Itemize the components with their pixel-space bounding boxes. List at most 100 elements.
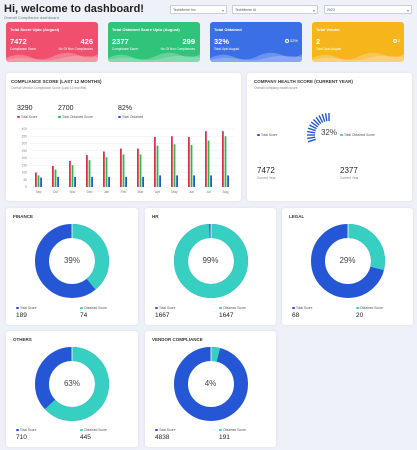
x-tick-label: May <box>171 190 178 194</box>
x-tick-label: Mar <box>138 190 145 194</box>
kpi-secondary-value: 426 <box>80 37 93 46</box>
bar-total-score <box>171 136 173 187</box>
legend-dot <box>17 115 20 119</box>
donut-obtained-value: 445 <box>80 434 91 441</box>
year-select[interactable]: 2023 ▾ <box>324 5 412 14</box>
health-total-sub: Current Year <box>257 176 276 180</box>
kpi-ring-indicator: 32% <box>284 38 298 43</box>
health-legend-total: Total Score <box>257 133 278 137</box>
bar-total-score <box>222 131 224 187</box>
y-tick-label: 200 <box>22 156 28 160</box>
bar-total-obtained-score <box>122 154 125 187</box>
gauge-tick-empty <box>330 113 334 122</box>
legend-dot <box>219 428 222 432</box>
y-tick-label: 250 <box>22 149 28 153</box>
bar-total-score <box>103 151 105 187</box>
bar-total-obtained-score <box>190 144 193 187</box>
kpi-label: Total Upto August <box>316 47 341 51</box>
donut-card-others: OTHERS 63% Total Score 710 Obtained Scor… <box>6 331 138 447</box>
legend-dot <box>219 306 222 310</box>
company-select[interactable]: TechMeme Inc ▾ <box>170 5 227 14</box>
bar-total-score <box>35 172 37 187</box>
kpi-title: Total Score Upto (August) <box>10 27 60 32</box>
donut-legend-obtained: Obtained Score <box>219 306 246 310</box>
x-tick-label: Nov <box>70 190 76 194</box>
bar-total-obtained-score <box>54 169 57 187</box>
legend-total-obtained[interactable]: Total Obtained <box>118 115 143 119</box>
gauge-tick-filled <box>309 124 317 130</box>
entity-select[interactable]: TechMeme AI ▾ <box>232 5 318 14</box>
health-legend-obtained: Total Obtained Score <box>340 133 375 137</box>
gauge-tick-filled <box>307 127 316 132</box>
y-tick-label: 300 <box>22 142 28 146</box>
kpi-title: Total Vendor <box>316 27 340 32</box>
legend-label: Obtained Score <box>223 428 246 432</box>
donut-percent: 29% <box>339 256 356 265</box>
kpi-secondary-label: No Of Non Compliances <box>58 47 93 51</box>
gauge-tick-empty <box>332 113 337 122</box>
donut-total-value: 1667 <box>155 312 170 319</box>
donut-legend-obtained: Obtained Score <box>219 428 246 432</box>
stat-total-obtained-value: 82% <box>118 105 133 112</box>
legend-label: Total Score <box>20 428 37 432</box>
donut-title: OTHERS <box>13 337 32 342</box>
kpi-label: Compliance Score <box>112 47 139 51</box>
gauge-tick-filled <box>324 113 328 122</box>
legend-dot <box>118 115 121 119</box>
legend-dot <box>292 306 295 310</box>
donut-card-legal: LEGAL 29% Total Score 68 Obtained Score … <box>282 208 413 325</box>
legend-obtained-score[interactable]: Total Obtained Score <box>58 115 93 119</box>
bar-total-obtained-score <box>224 136 227 187</box>
legend-label: Total Score <box>21 115 38 119</box>
health-total-value: 7472 <box>257 166 275 175</box>
gauge-tick-empty <box>342 130 351 134</box>
health-obtained-sub: Current Year <box>340 176 359 180</box>
bar-total-obtained-score <box>37 175 40 187</box>
gauge-tick-filled <box>321 113 326 122</box>
donut-percent: 39% <box>63 256 80 265</box>
page-title: Hi, welcome to dashboard! <box>4 3 144 15</box>
donut-legend-total: Total Score <box>16 306 37 310</box>
gauge-tick-empty <box>342 127 351 132</box>
donut-total-value: 4838 <box>155 434 170 441</box>
legend-total-score[interactable]: Total Score <box>17 115 38 119</box>
kpi-label: Total Upto August <box>214 47 239 51</box>
bar-total-score <box>188 136 190 187</box>
donut-title: HR <box>152 214 159 219</box>
donut-title: LEGAL <box>289 214 305 219</box>
gauge-tick-filled <box>307 136 316 140</box>
donut-card-vendor-compliance: VENDOR COMPLIANCE 4% Total Score 4838 Ob… <box>145 331 276 447</box>
bar-total-obtained <box>142 176 144 187</box>
legend-label: Total Obtained Score <box>62 115 93 119</box>
legend-label: Total Score <box>159 306 176 310</box>
gauge-tick-filled <box>312 118 320 126</box>
stat-total-score-value: 3290 <box>17 105 33 112</box>
y-tick-label: 0 <box>25 185 27 189</box>
donut-percent: 4% <box>204 379 217 388</box>
bar-total-obtained <box>40 177 42 187</box>
gauge-tick-empty <box>318 147 324 155</box>
donut-chart <box>173 224 248 298</box>
chevron-down-icon: ▾ <box>221 7 224 13</box>
bar-total-obtained-score <box>88 160 91 187</box>
bar-total-score <box>52 165 54 187</box>
gauge-tick-empty <box>312 144 320 152</box>
kpi-wave-decoration <box>210 52 302 62</box>
kpi-ring-value: 2 <box>397 38 400 43</box>
gauge-tick-empty <box>339 121 348 128</box>
bar-total-obtained <box>227 175 229 187</box>
kpi-card-3: Total Vendor 2 Total Upto August 2 <box>312 22 404 62</box>
company-select-value: TechMeme Inc <box>173 8 196 12</box>
donut-percent: 99% <box>202 256 219 265</box>
chevron-down-icon: ▾ <box>406 7 409 13</box>
bar-total-score <box>69 160 71 187</box>
year-select-value: 2023 <box>327 8 335 12</box>
y-tick-label: 400 <box>22 127 28 131</box>
health-obtained-value: 2377 <box>340 166 358 175</box>
donut-percent: 63% <box>63 379 80 388</box>
kpi-title: Total Obtained Score Upto (August) <box>112 27 180 32</box>
legend-dot <box>58 115 61 119</box>
gauge-tick-empty <box>336 116 343 125</box>
compliance-subtitle: Overall Vendor Compliance Score (Last 12… <box>11 86 87 90</box>
legend-dot <box>80 428 83 432</box>
